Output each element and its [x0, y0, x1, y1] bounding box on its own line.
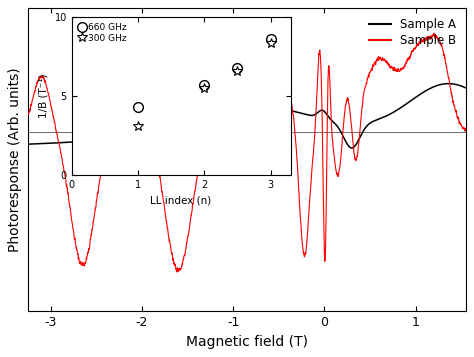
Legend: Sample A, Sample B: Sample A, Sample B	[366, 14, 460, 51]
X-axis label: Magnetic field (T): Magnetic field (T)	[186, 335, 308, 349]
Y-axis label: Photoresponse (Arb. units): Photoresponse (Arb. units)	[9, 67, 22, 252]
